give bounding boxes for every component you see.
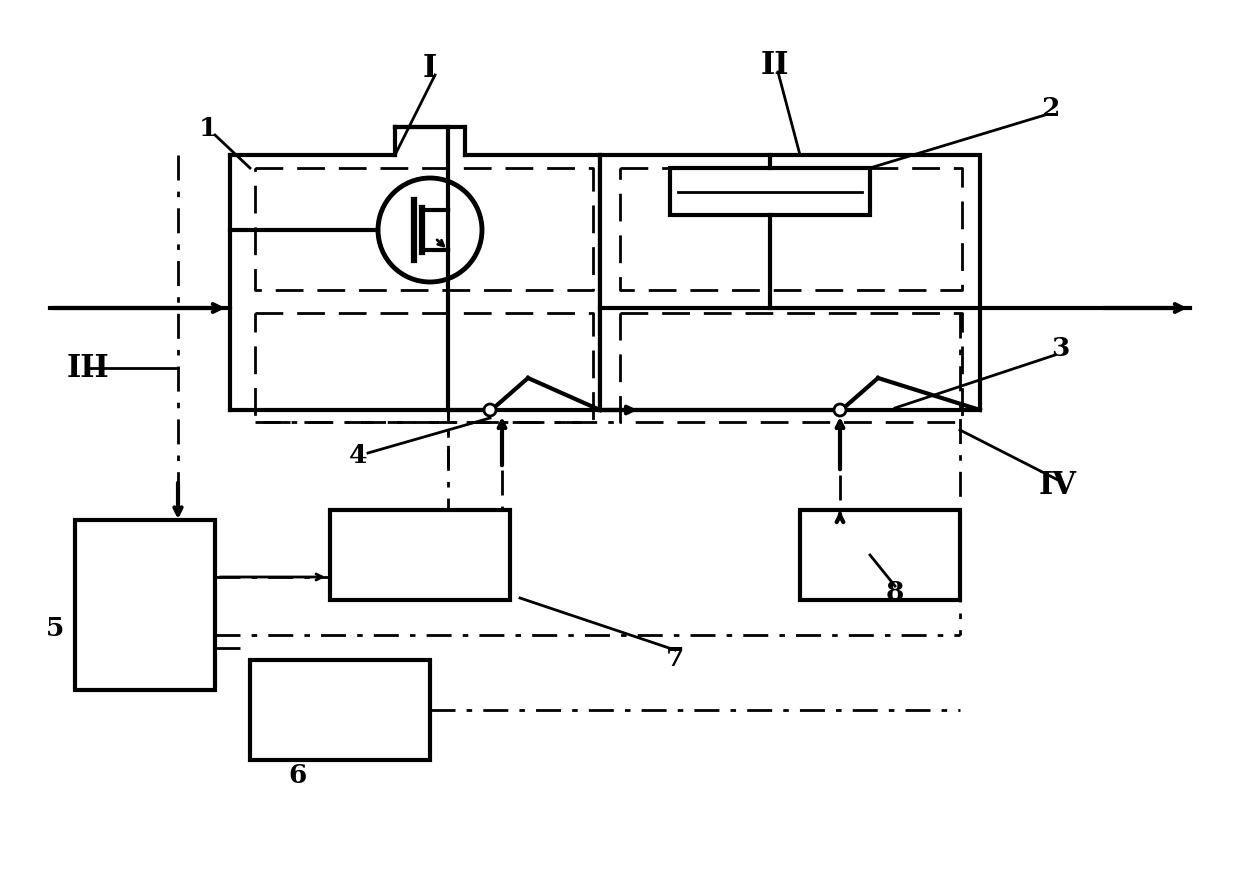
Text: 2: 2 [1040, 96, 1059, 121]
Text: 5: 5 [46, 615, 64, 641]
Text: II: II [761, 49, 789, 80]
Text: 8: 8 [885, 580, 904, 605]
Bar [800, 510, 960, 600]
Text: 7: 7 [666, 646, 684, 671]
Text: III: III [67, 353, 109, 384]
Text: IV: IV [1039, 470, 1078, 501]
Bar [600, 155, 980, 410]
Text: 6: 6 [289, 762, 308, 788]
Bar [74, 520, 215, 690]
Bar [330, 510, 510, 600]
Circle shape [484, 404, 496, 416]
Text: 1: 1 [198, 115, 217, 141]
Text: I: I [423, 53, 438, 84]
Bar [670, 168, 870, 215]
Text: 3: 3 [1050, 335, 1069, 361]
Text: 4: 4 [348, 443, 367, 467]
Bar [250, 660, 430, 760]
Circle shape [835, 404, 846, 416]
